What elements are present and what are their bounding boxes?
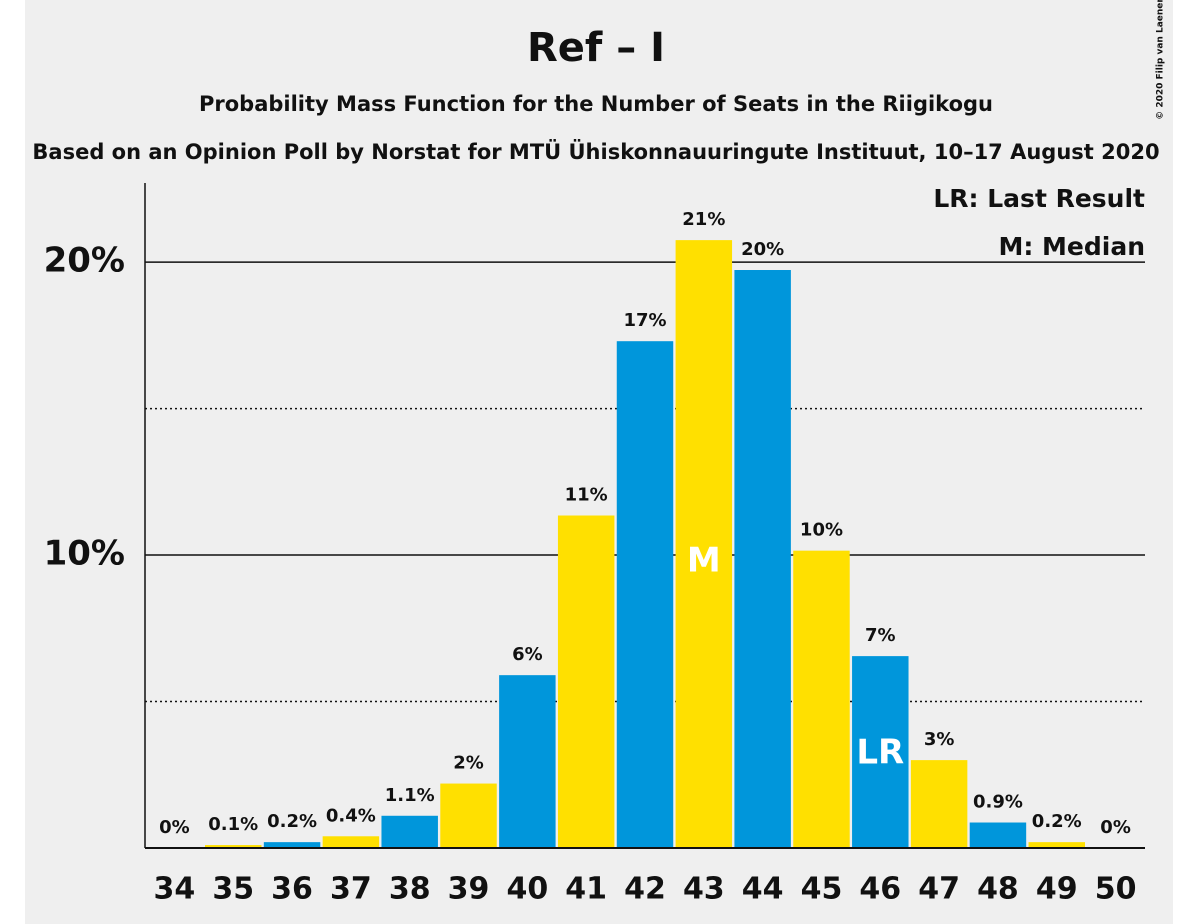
x-tick-label: 46 [859,872,901,907]
x-tick-label: 43 [683,872,725,907]
x-tick-label: 49 [1036,872,1078,907]
bar [793,550,850,848]
value-label: 7% [865,625,896,646]
legend-entry: LR: Last Result [933,184,1145,213]
bar [852,656,909,848]
bar [322,836,380,848]
x-tick-label: 44 [742,872,784,907]
x-tick-label: 47 [918,872,960,907]
bar [263,842,321,848]
legend-entry: M: Median [998,232,1145,261]
x-tick-label: 48 [977,872,1019,907]
chart-subtitle: Probability Mass Function for the Number… [199,92,993,116]
bar [969,822,1027,848]
x-tick-label: 37 [330,872,372,907]
value-label: 20% [741,239,784,260]
bar [910,760,968,848]
x-tick-label: 34 [154,872,196,907]
x-tick-label: 39 [448,872,490,907]
annotation: LR [856,733,904,773]
value-label: 21% [682,209,725,230]
value-label: 1.1% [385,785,435,806]
annotation: M [687,541,721,581]
bar [734,270,791,849]
value-label: 17% [623,310,666,331]
x-tick-label: 36 [271,872,313,907]
value-label: 0.9% [973,792,1023,813]
bar [557,515,615,848]
bar [205,845,262,848]
value-label: 6% [512,644,543,665]
copyright: © 2020 Filip van Laenen [1156,0,1166,120]
x-tick-label: 50 [1095,872,1137,907]
value-label: 0.4% [326,805,376,826]
bar [675,240,733,848]
value-label: 0% [1100,817,1131,838]
chart-title: Ref – I [527,25,665,71]
x-tick-label: 42 [624,872,666,907]
chart-subtitle: Based on an Opinion Poll by Norstat for … [32,139,1159,164]
bar [440,783,497,848]
value-label: 10% [800,520,843,541]
x-tick-label: 38 [389,872,431,907]
x-tick-label: 40 [506,872,548,907]
bar [381,815,438,848]
bar [1028,842,1085,848]
x-tick-label: 45 [801,872,843,907]
value-label: 11% [565,485,608,506]
value-label: 3% [924,729,955,750]
value-label: 0.2% [267,811,317,832]
value-label: 2% [453,753,484,774]
value-label: 0.1% [208,814,258,835]
bar [616,341,674,848]
value-label: 0.2% [1032,811,1082,832]
x-tick-label: 41 [565,872,607,907]
y-tick-label: 20% [44,241,125,281]
bar [499,675,556,848]
value-label: 0% [159,817,190,838]
x-tick-label: 35 [212,872,254,907]
y-tick-label: 10% [44,534,125,574]
